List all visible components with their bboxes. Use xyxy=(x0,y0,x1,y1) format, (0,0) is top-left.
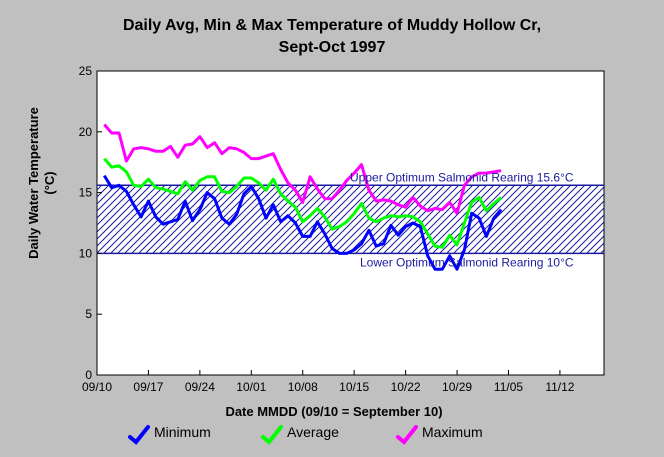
legend-label-maximum: Maximum xyxy=(422,424,483,440)
upper-band-label: Upper Optimum Salmonid Rearing 15.6°C xyxy=(350,170,574,184)
y-axis-unit: (°C) xyxy=(42,171,57,194)
lower-band-label: Lower Optimum Salmonid Rearing 10°C xyxy=(360,255,574,269)
x-tick-label: 09/10 xyxy=(82,380,112,394)
x-tick-label: 11/05 xyxy=(494,380,523,394)
chart-subtitle: Sept-Oct 1997 xyxy=(279,39,386,56)
y-tick-label: 25 xyxy=(79,64,93,78)
x-tick-label: 10/01 xyxy=(236,380,266,394)
chart-title: Daily Avg, Min & Max Temperature of Mudd… xyxy=(123,17,541,34)
x-tick-label: 10/08 xyxy=(288,380,318,394)
series-line-average xyxy=(103,157,503,249)
y-tick-label: 5 xyxy=(85,307,92,321)
x-tick-label: 09/24 xyxy=(185,380,215,394)
x-axis-label: Date MMDD (09/10 = September 10) xyxy=(225,404,442,419)
y-axis-label: Daily Water Temperature xyxy=(26,107,41,259)
legend-swatch-minimum xyxy=(128,425,150,445)
legend-swatch-maximum xyxy=(396,425,418,445)
legend-swatch-average xyxy=(261,425,283,445)
x-tick-label: 10/22 xyxy=(391,380,421,394)
legend-label-minimum: Minimum xyxy=(154,424,211,440)
legend-label-average: Average xyxy=(287,424,339,440)
series-line-maximum xyxy=(103,123,502,215)
x-tick-label: 11/12 xyxy=(545,380,574,394)
x-tick-label: 09/17 xyxy=(133,380,163,394)
y-tick-label: 15 xyxy=(79,186,93,200)
y-tick-label: 0 xyxy=(85,368,92,382)
y-tick-label: 10 xyxy=(79,246,93,260)
x-tick-label: 10/15 xyxy=(339,380,369,394)
y-tick-label: 20 xyxy=(79,125,93,139)
series-line-minimum xyxy=(103,174,503,271)
x-tick-label: 10/29 xyxy=(442,380,472,394)
